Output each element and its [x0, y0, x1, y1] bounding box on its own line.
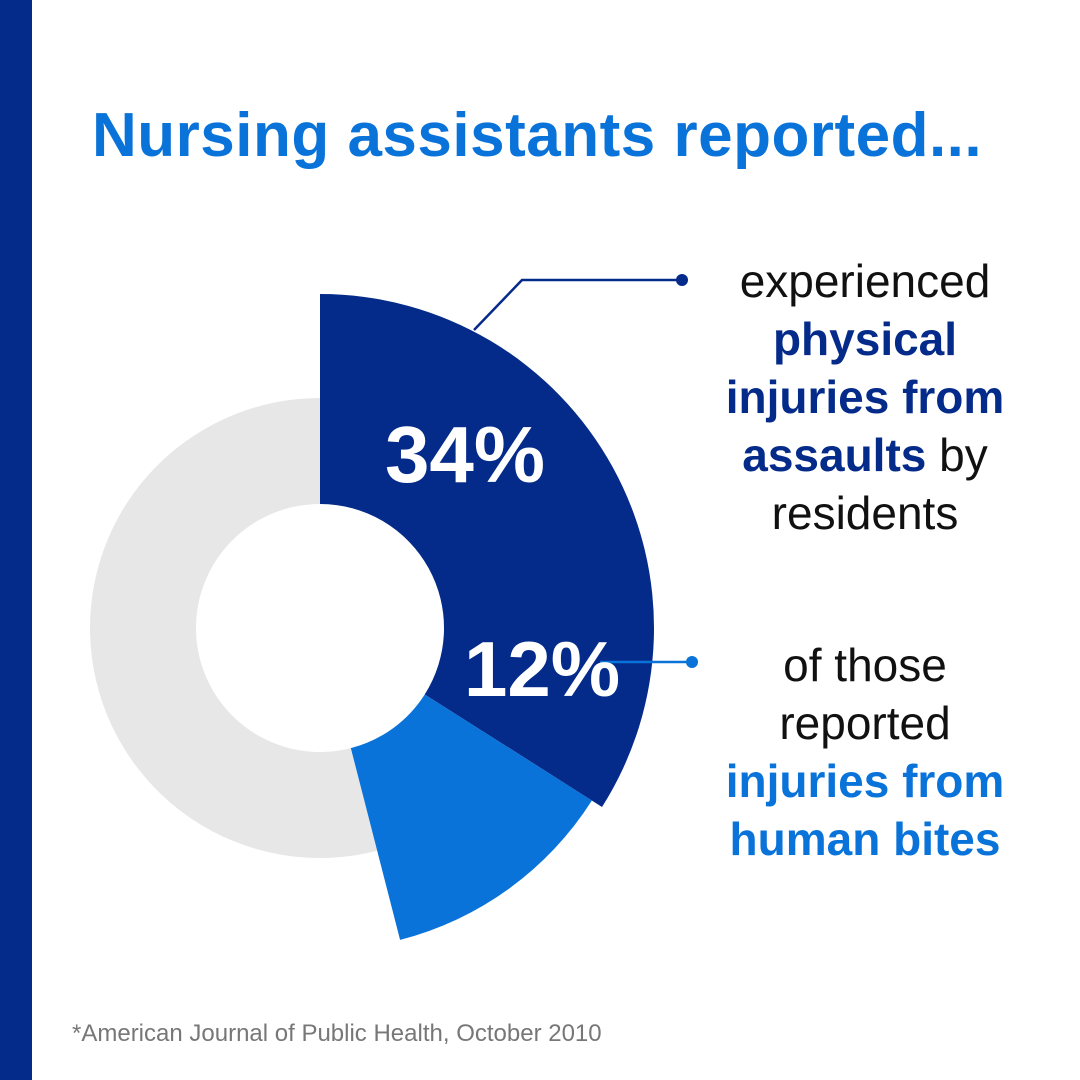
source-footnote: *American Journal of Public Health, Octo… — [72, 1020, 602, 1047]
connector-dot-1 — [676, 274, 688, 286]
annotation-1-emphasis: physical injuries from assaults — [725, 313, 1005, 481]
slice-label-1: 34% — [385, 410, 545, 499]
connector-line-1 — [473, 278, 682, 331]
headline: Nursing assistants reported... — [92, 101, 983, 170]
donut-slice-1 — [320, 294, 654, 807]
annotation-1-tail: by residents — [771, 429, 988, 539]
donut-slice-2 — [350, 694, 592, 940]
annotation-physical-injuries: experienced physical injuries from assau… — [700, 252, 1030, 542]
slice-label-2: 12% — [464, 625, 620, 713]
annotation-2-emphasis: injuries from human bites — [725, 755, 1005, 865]
side-accent-bar — [0, 0, 32, 1080]
donut-slice-3 — [89, 398, 378, 858]
annotation-1-lead: experienced — [739, 255, 991, 307]
annotation-2-lead: of those reported — [779, 639, 951, 749]
annotation-human-bites: of those reported injuries from human bi… — [700, 636, 1030, 868]
connector-dot-2 — [686, 656, 698, 668]
